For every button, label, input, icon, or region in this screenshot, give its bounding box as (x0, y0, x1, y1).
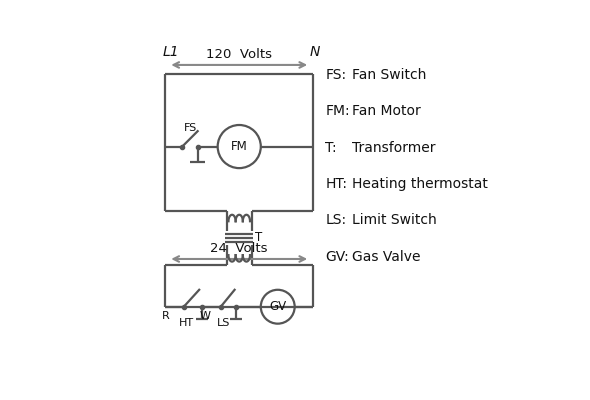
Text: Heating thermostat: Heating thermostat (352, 177, 487, 191)
Text: Fan Switch: Fan Switch (352, 68, 426, 82)
Text: T:: T: (326, 141, 337, 155)
Text: Limit Switch: Limit Switch (352, 213, 437, 227)
Text: Transformer: Transformer (352, 141, 435, 155)
Text: LS: LS (217, 318, 231, 328)
Text: L1: L1 (162, 45, 179, 59)
Text: R: R (162, 311, 169, 321)
Text: GV: GV (269, 300, 286, 313)
Text: FM:: FM: (326, 104, 350, 118)
Text: W: W (200, 311, 211, 321)
Text: LS:: LS: (326, 213, 346, 227)
Text: 24  Volts: 24 Volts (211, 242, 268, 255)
Text: FS: FS (184, 123, 197, 133)
Text: FS:: FS: (326, 68, 346, 82)
Text: HT: HT (179, 318, 195, 328)
Text: Fan Motor: Fan Motor (352, 104, 421, 118)
Text: HT:: HT: (326, 177, 348, 191)
Text: GV:: GV: (326, 250, 349, 264)
Text: N: N (310, 45, 320, 59)
Text: FM: FM (231, 140, 248, 153)
Text: Gas Valve: Gas Valve (352, 250, 420, 264)
Text: 120  Volts: 120 Volts (206, 48, 272, 61)
Text: T: T (255, 231, 262, 244)
